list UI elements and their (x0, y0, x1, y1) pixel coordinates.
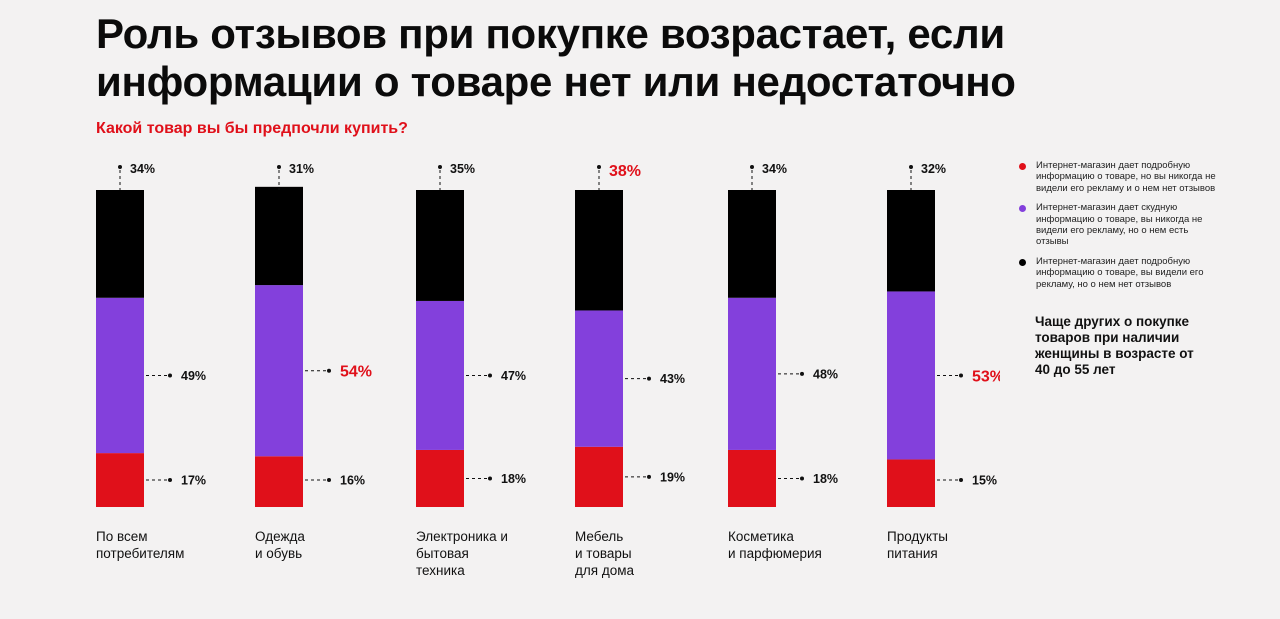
bar-segment (255, 186, 303, 286)
leader-dot (327, 478, 331, 482)
leader-dot (488, 373, 492, 378)
data-label: 18% (813, 472, 838, 486)
category-label: потребителям (96, 546, 184, 561)
leader-dot (597, 165, 601, 169)
bar-segment (575, 190, 623, 311)
leader-dot (647, 376, 651, 381)
chart-subtitle: Какой товар вы бы предпочли купить? (96, 120, 408, 137)
data-label: 32% (921, 162, 946, 176)
category-label: Одежда (255, 529, 305, 544)
leader-dot (118, 165, 122, 169)
category-label: питания (887, 546, 938, 561)
leader-dot (488, 476, 492, 481)
data-label: 17% (181, 474, 206, 488)
bar-segment (416, 190, 464, 301)
leader-dot (800, 476, 804, 481)
leader-dot (168, 373, 172, 378)
category-label: Мебель (575, 529, 623, 544)
data-label: 35% (450, 162, 475, 176)
data-label: 43% (660, 372, 685, 386)
legend-swatch-black (1019, 258, 1026, 266)
legend-item-black: Интернет-магазин дает подробную информац… (1018, 256, 1218, 290)
leader-dot (750, 165, 754, 169)
data-label: 54% (340, 364, 372, 381)
data-label: 38% (609, 163, 641, 180)
category-label: бытовая (416, 546, 469, 561)
category-label: По всем (96, 529, 148, 544)
legend-item-purple: Интернет-магазин дает скудную информацию… (1018, 202, 1218, 248)
leader-dot (327, 368, 331, 373)
legend-label-red: Интернет-магазин дает подробную информац… (1036, 160, 1216, 194)
bar-segment (575, 310, 623, 447)
data-label: 34% (762, 162, 787, 176)
data-label: 16% (340, 474, 365, 488)
data-label: 15% (972, 474, 997, 488)
legend-label-purple: Интернет-магазин дает скудную информацию… (1036, 202, 1203, 248)
category-label: техника (416, 563, 465, 578)
category-label: и обувь (255, 546, 302, 561)
legend-item-red: Интернет-магазин дает подробную информац… (1018, 160, 1218, 194)
bar-segment (887, 190, 935, 292)
bar-segment (887, 459, 935, 507)
data-label: 34% (130, 162, 155, 176)
chart-title: Роль отзывов при покупке возрастает, есл… (96, 10, 1016, 105)
data-label: 31% (289, 162, 314, 176)
legend-swatch-purple (1019, 205, 1026, 213)
legend-label-black: Интернет-магазин дает подробную информац… (1036, 255, 1204, 290)
bar-segment (255, 285, 303, 457)
category-label: и товары (575, 546, 632, 561)
category-label: Косметика (728, 529, 794, 544)
bar-segment (728, 297, 776, 450)
bar-segment (96, 453, 144, 507)
category-label: и парфюмерия (728, 546, 822, 561)
leader-dot (959, 478, 963, 482)
bar-segment (416, 449, 464, 507)
data-label: 53% (972, 368, 1000, 385)
leader-dot (647, 474, 651, 479)
leader-dot (909, 165, 913, 169)
bar-segment (575, 446, 623, 507)
bar-segment (416, 300, 464, 450)
leader-dot (800, 371, 804, 376)
bar-segment (887, 291, 935, 460)
data-label: 19% (660, 470, 685, 484)
data-label: 47% (501, 369, 526, 383)
data-label: 48% (813, 367, 838, 381)
leader-dot (168, 478, 172, 482)
category-label: Электроника и (416, 529, 508, 544)
bar-segment (96, 190, 144, 298)
category-label: Продукты (887, 529, 948, 544)
bar-segment (728, 449, 776, 507)
bar-segment (728, 190, 776, 298)
leader-dot (277, 165, 281, 169)
note-text: Чаще других о покупке товаров при наличи… (1035, 314, 1194, 377)
bar-segment (255, 456, 303, 507)
data-label: 18% (501, 472, 526, 486)
data-label: 49% (181, 369, 206, 383)
bar-segment (96, 297, 144, 454)
category-label: для дома (575, 563, 634, 578)
legend: Интернет-магазин дает подробную информац… (1018, 160, 1218, 298)
legend-swatch-red (1019, 163, 1026, 170)
leader-dot (438, 165, 442, 169)
leader-dot (959, 373, 963, 378)
stacked-bar-chart: 17% 49% 34% По всем потребителям 16% 54% 31% Оде… (96, 162, 1000, 578)
